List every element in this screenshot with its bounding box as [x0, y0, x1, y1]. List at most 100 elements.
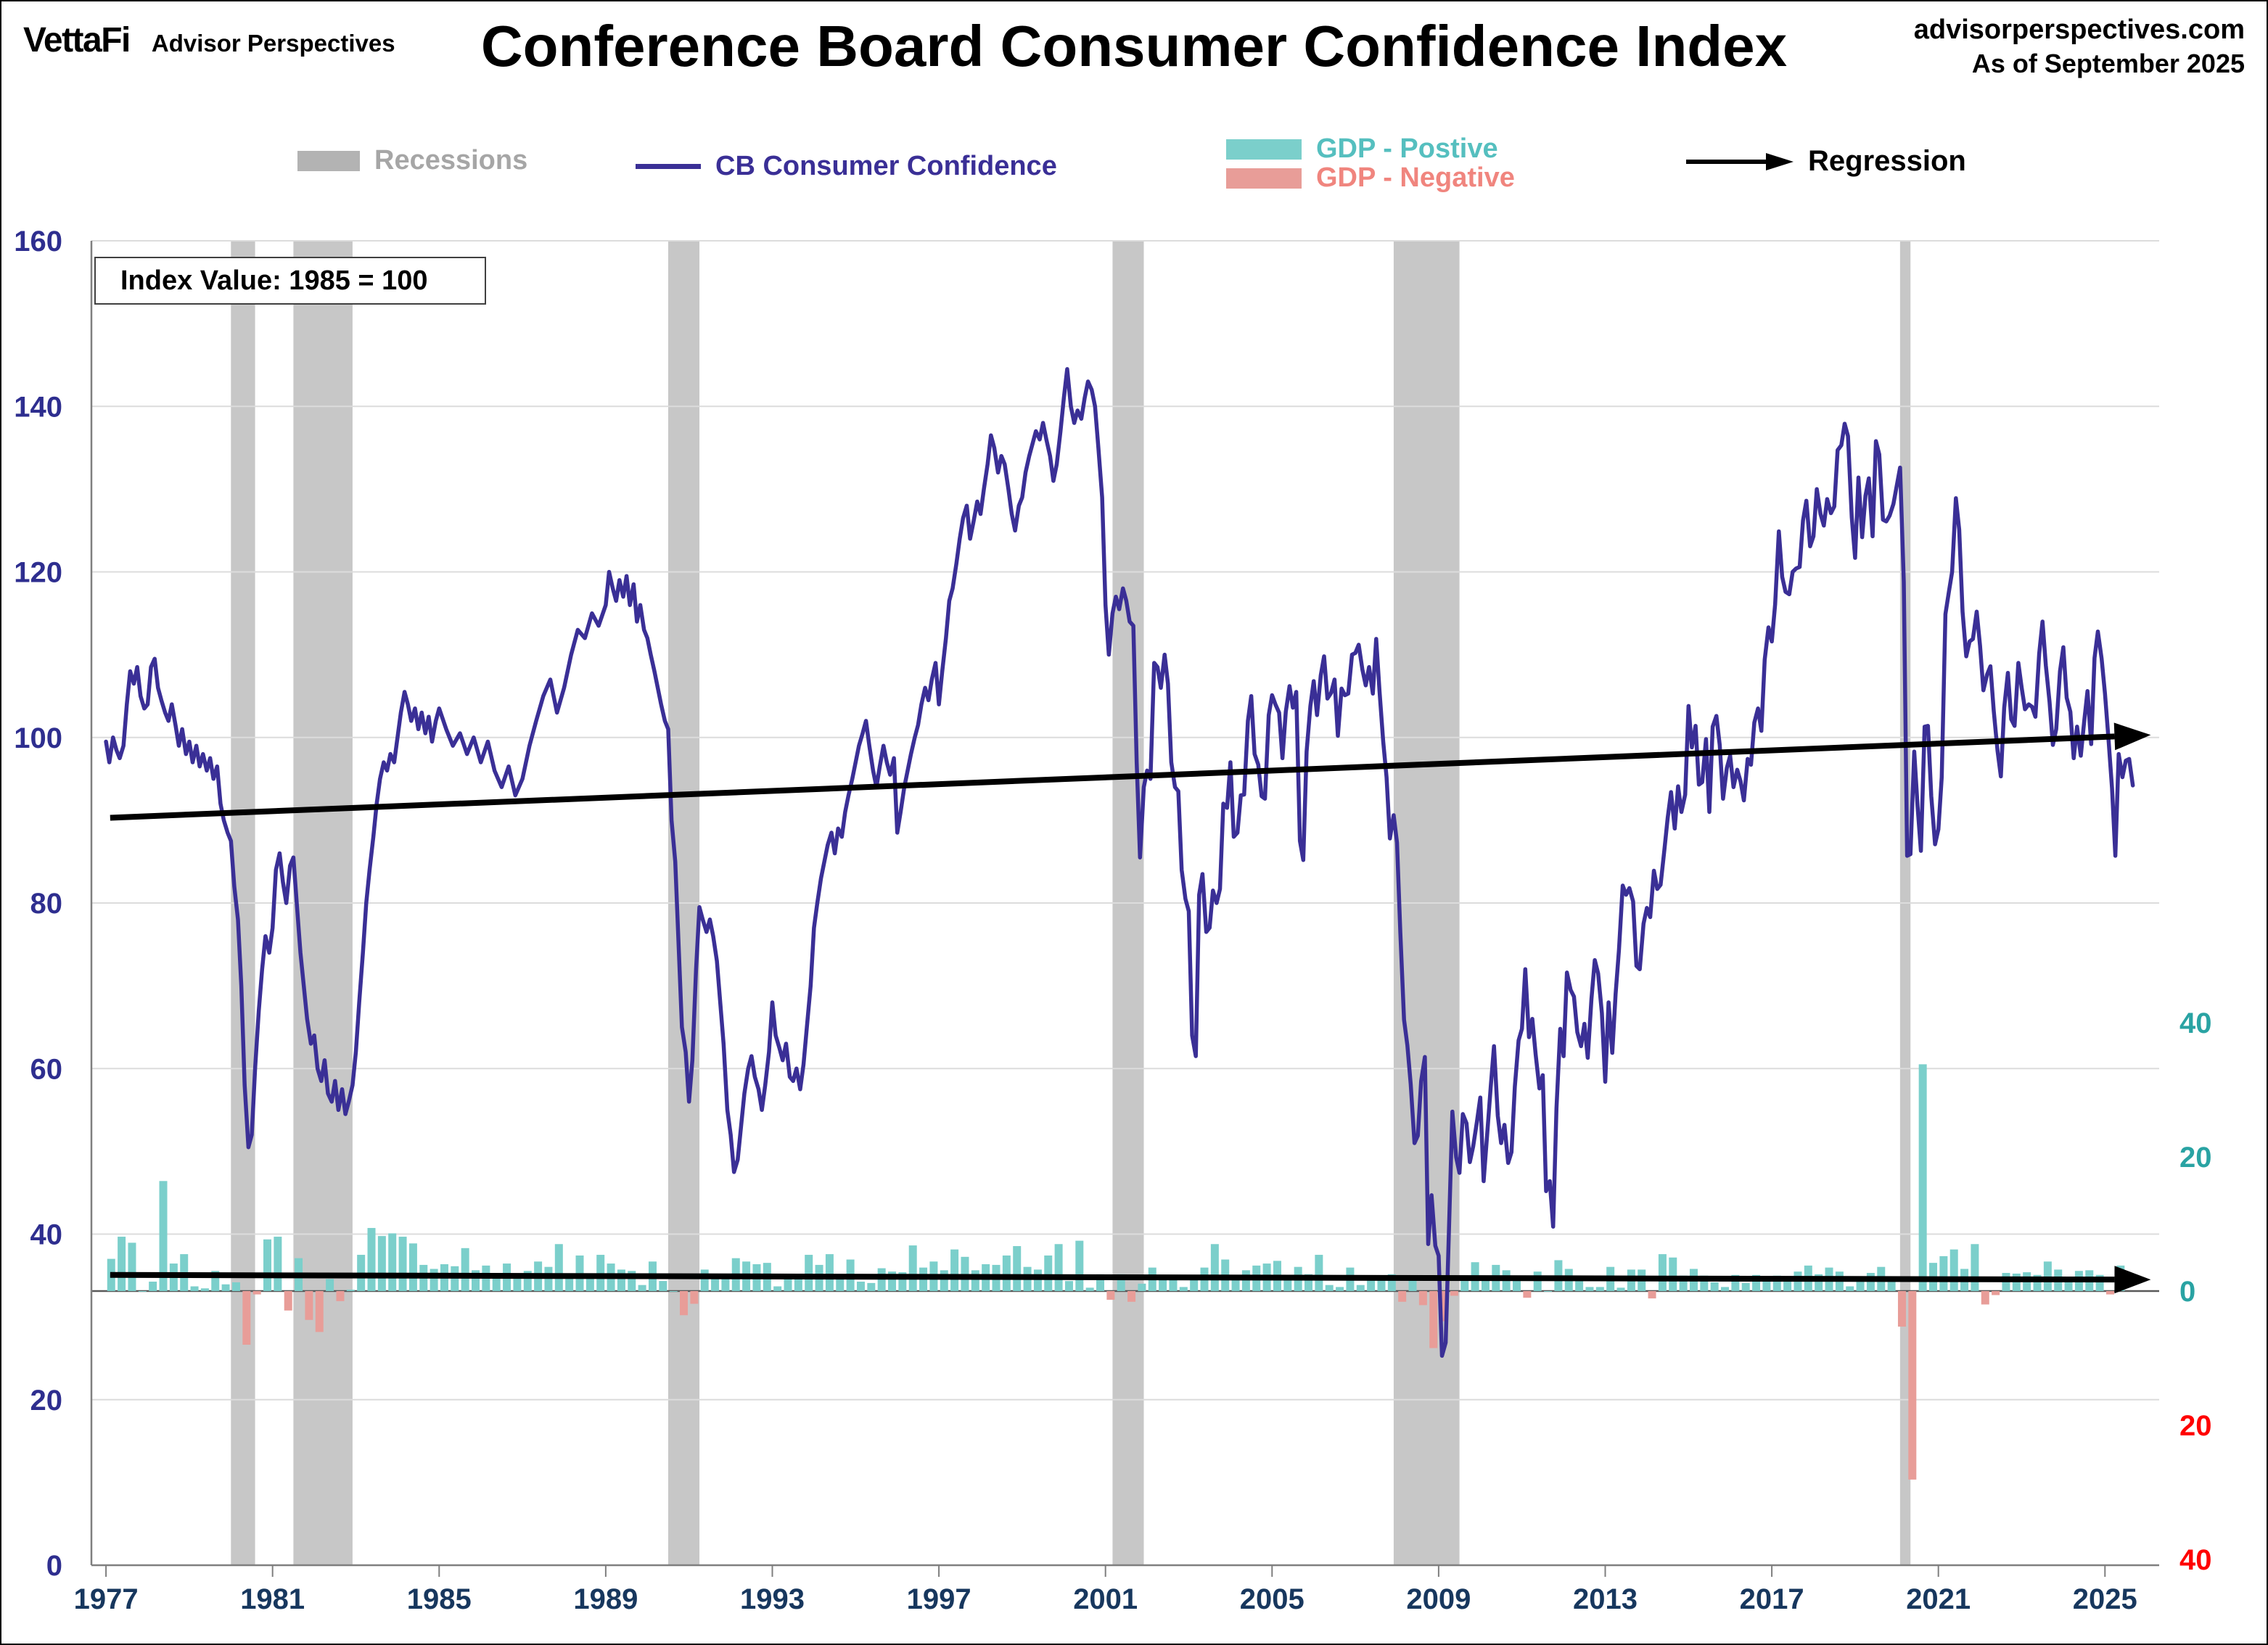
gdp-regression-arrow-head [2114, 1266, 2151, 1294]
y-left-tick-label: 80 [30, 888, 63, 920]
gdp-bar [1096, 1274, 1105, 1291]
gdp-bar [680, 1291, 689, 1316]
legend-cci: CB Consumer Confidence [636, 151, 1057, 182]
gdp-bar [336, 1291, 345, 1301]
gdp-positive-swatch-icon [1226, 139, 1302, 160]
gdp-bar [1815, 1274, 1823, 1291]
regression-arrow-icon [1686, 152, 1794, 170]
gdp-bar [544, 1266, 553, 1291]
legend-gdp-positive: GDP - Postive [1226, 133, 1498, 165]
gdp-bar [1544, 1291, 1553, 1292]
gdp-bar [784, 1275, 792, 1291]
gdp-bar [1356, 1285, 1365, 1291]
gdp-regression-arrow [110, 1271, 2115, 1283]
y-right-tick-label: 40 [2179, 1544, 2212, 1576]
source-block: advisorperspectives.com As of September … [1914, 15, 2245, 79]
gdp-bar [1533, 1271, 1542, 1291]
gdp-bar [2012, 1273, 2021, 1291]
gdp-bar [669, 1291, 678, 1292]
gdp-bar [513, 1277, 522, 1291]
gdp-bar [825, 1254, 834, 1291]
gdp-bar [430, 1269, 438, 1291]
gdp-bar [1138, 1283, 1146, 1291]
gdp-bar [190, 1286, 199, 1291]
legend-cci-label: CB Consumer Confidence [715, 151, 1057, 181]
gdp-bar [1700, 1275, 1709, 1291]
y-left-tick-label: 0 [46, 1550, 62, 1582]
gdp-bar [1283, 1278, 1292, 1291]
gdp-bar [1127, 1291, 1136, 1302]
gdp-bar [940, 1270, 948, 1291]
gdp-bar [773, 1286, 782, 1291]
gdp-bar [326, 1279, 334, 1291]
gdp-bar [888, 1271, 897, 1291]
page-title: Conference Board Consumer Confidence Ind… [480, 14, 1788, 78]
gdp-bar [1949, 1249, 1958, 1291]
cci-regression-arrow-head [2113, 722, 2151, 751]
gdp-bar [367, 1228, 376, 1291]
gdp-bar [721, 1279, 730, 1291]
gdp-bar [377, 1236, 386, 1291]
x-tick-label: 1989 [573, 1583, 638, 1615]
x-tick-label: 2005 [1240, 1583, 1304, 1615]
gdp-bar [1159, 1274, 1167, 1291]
gdp-bar [1721, 1287, 1730, 1291]
gdp-bar [263, 1239, 272, 1291]
x-tick-label: 2009 [1406, 1583, 1471, 1615]
gdp-bar [1117, 1274, 1125, 1291]
gdp-negative-swatch-icon [1226, 168, 1302, 189]
gdp-bar [1595, 1287, 1604, 1291]
gdp-bar [1044, 1255, 1053, 1291]
y-left-tick-label: 160 [14, 226, 62, 257]
index-value-note-text: Index Value: 1985 = 100 [120, 265, 428, 296]
gdp-bar [711, 1278, 720, 1291]
gdp-bar [128, 1242, 136, 1291]
gdp-bar [1336, 1287, 1344, 1291]
cci-regression-arrow [110, 733, 2115, 821]
gdp-bar [1887, 1279, 1896, 1291]
gdp-bar [492, 1278, 501, 1291]
gdp-bar [1085, 1287, 1094, 1291]
gdp-bar [1106, 1291, 1115, 1300]
gdp-bar [138, 1291, 147, 1292]
recession-swatch-icon [297, 150, 360, 171]
gdp-bar [1315, 1255, 1323, 1291]
y-right-tick-label: 20 [2179, 1142, 2212, 1174]
gdp-bar [1387, 1274, 1396, 1291]
gdp-bar [252, 1291, 261, 1295]
x-tick-label: 2017 [1740, 1583, 1804, 1615]
gdp-bar [315, 1291, 324, 1332]
gdp-bar [200, 1288, 209, 1291]
y-left-tick-label: 20 [30, 1385, 63, 1417]
gdp-bar [908, 1245, 917, 1291]
x-tick-label: 1981 [240, 1583, 305, 1615]
gdp-bar [1523, 1291, 1532, 1298]
gdp-bar [1064, 1281, 1073, 1291]
y-left-tick-label: 140 [14, 391, 62, 423]
gdp-bar [398, 1237, 407, 1291]
legend-gdp-negative: GDP - Negative [1226, 162, 1515, 194]
gdp-bar [1971, 1244, 1979, 1291]
gdp-bar [638, 1285, 646, 1291]
gdp-bar [1575, 1279, 1584, 1291]
y-left-tick-label: 40 [30, 1219, 63, 1251]
gdp-bar [596, 1255, 605, 1291]
gdp-bar [950, 1249, 959, 1291]
gdp-bar [1450, 1291, 1458, 1296]
gdp-bar [554, 1244, 563, 1291]
x-tick-label: 1997 [907, 1583, 971, 1615]
gdp-bar [523, 1271, 532, 1291]
gdp-bar [1304, 1274, 1313, 1291]
y-right-tick-label: 20 [2179, 1410, 2212, 1442]
gdp-bar [877, 1268, 886, 1291]
gdp-bar [1752, 1274, 1761, 1291]
gdp-bar [1460, 1281, 1469, 1291]
gdp-bar [805, 1255, 813, 1291]
gdp-bar [971, 1270, 979, 1291]
gdp-bar [1481, 1277, 1490, 1291]
source-site: advisorperspectives.com [1913, 15, 2245, 45]
gdp-bar [1398, 1291, 1407, 1302]
gdp-bar [1897, 1291, 1906, 1327]
gdp-bar [472, 1270, 480, 1291]
